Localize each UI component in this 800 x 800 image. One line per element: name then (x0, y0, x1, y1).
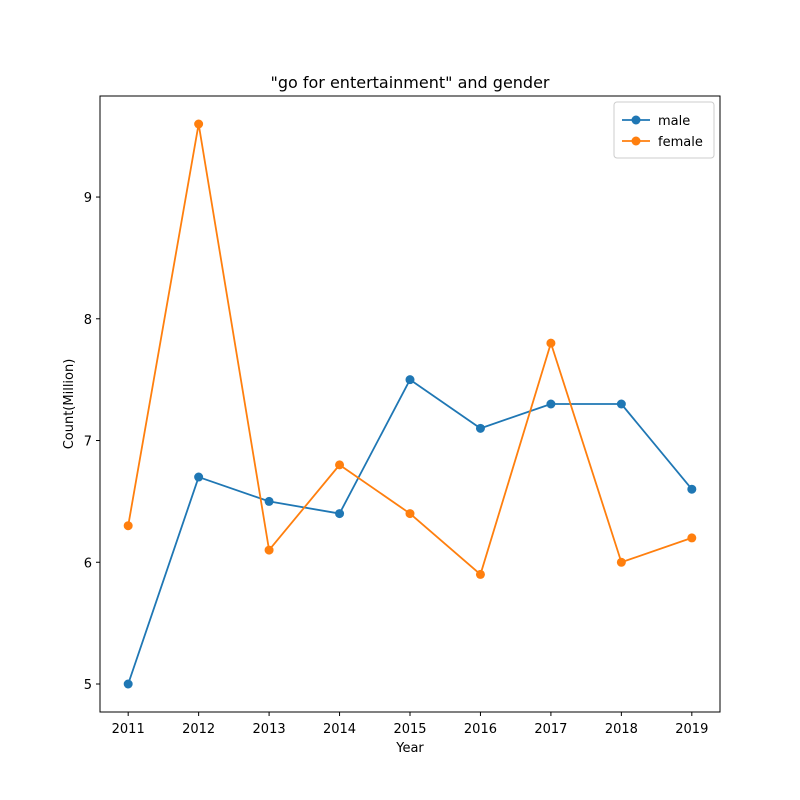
y-tick-label: 5 (84, 678, 92, 693)
legend-marker-male (631, 115, 641, 125)
chart-title: "go for entertainment" and gender (270, 73, 549, 92)
data-point-male (687, 484, 697, 494)
data-point-male (405, 375, 415, 385)
legend: male female (613, 101, 715, 159)
x-axis-label: Year (395, 741, 424, 756)
data-point-female (264, 545, 274, 555)
x-tick-label: 2015 (393, 722, 426, 737)
x-tick-label: 2018 (605, 722, 638, 737)
data-point-male (475, 423, 485, 433)
x-tick-label: 2011 (112, 722, 145, 737)
data-point-male (123, 679, 133, 689)
plot-area: 2011 2012 2013 2014 2015 2016 2017 2018 2019 5 6 7 8… (84, 95, 721, 737)
data-point-male (335, 509, 345, 519)
y-tick-label: 9 (84, 191, 92, 206)
x-tick-label: 2017 (534, 722, 567, 737)
data-point-female (687, 533, 697, 543)
legend-marker-female (631, 136, 641, 146)
x-tick-label: 2013 (253, 722, 286, 737)
data-point-male (194, 472, 204, 482)
data-point-female (405, 509, 415, 519)
data-point-female (546, 338, 556, 348)
legend-label-female: female (658, 135, 703, 150)
y-tick-label: 8 (84, 313, 92, 328)
x-tick-label: 2014 (323, 722, 356, 737)
data-point-male (546, 399, 556, 409)
data-point-male (264, 496, 274, 506)
y-axis-label: Count(Million) (62, 359, 77, 450)
data-point-female (616, 557, 626, 567)
x-tick-label: 2012 (182, 722, 215, 737)
data-point-male (616, 399, 626, 409)
y-tick-label: 6 (84, 556, 92, 571)
data-point-female (475, 569, 485, 579)
data-point-female (123, 521, 133, 531)
data-point-female (335, 460, 345, 470)
y-tick-label: 7 (84, 435, 92, 450)
legend-label-male: male (658, 114, 690, 129)
x-tick-label: 2016 (464, 722, 497, 737)
x-tick-label: 2019 (675, 722, 708, 737)
data-point-female (194, 119, 204, 129)
